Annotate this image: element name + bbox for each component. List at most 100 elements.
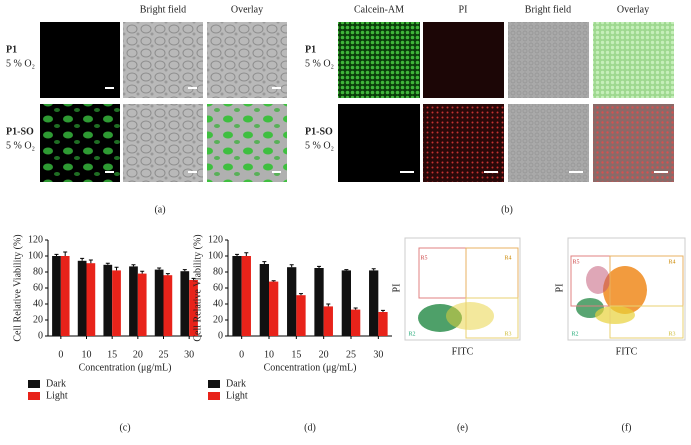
y-tick-label: 0 [218, 330, 223, 341]
gate [465, 297, 519, 339]
error-bar [105, 262, 110, 265]
axis-label: FITC [452, 346, 474, 357]
region-label: R2 [571, 331, 578, 337]
region-label: R2 [408, 331, 415, 337]
y-tick-label: 100 [208, 250, 223, 261]
bar [129, 266, 138, 336]
y-tick-label: 20 [33, 314, 43, 325]
micrograph [593, 104, 674, 182]
x-tick-label: 25 [346, 349, 356, 360]
flow-plot-f [567, 237, 686, 341]
error-bar [289, 264, 294, 268]
y-tick-label: 100 [28, 250, 43, 261]
error-bar [235, 253, 240, 256]
bar [77, 260, 87, 336]
micrograph [40, 22, 120, 98]
y-tick-label: 60 [33, 282, 43, 293]
legend-swatch [208, 392, 220, 400]
column-header: Bright field [140, 4, 186, 15]
micrograph [508, 104, 589, 182]
error-bar [298, 293, 303, 296]
row-condition: 5 % O₂ [6, 58, 35, 69]
legend-label: Dark [46, 378, 66, 389]
error-bar [344, 269, 349, 271]
micrograph [423, 104, 504, 182]
region-label: R3 [504, 331, 511, 337]
bar [163, 275, 173, 336]
y-tick-label: 120 [208, 234, 223, 245]
row-name: P1 [305, 44, 316, 55]
y-axis-label: Cell Relative Viability (%) [12, 234, 23, 341]
x-axis-label: Concentration (μg/mL) [264, 362, 357, 373]
x-axis-label: Concentration (μg/mL) [79, 362, 172, 373]
bar [60, 256, 70, 336]
x-tick-label: 20 [133, 349, 143, 360]
row-condition: 5 % O₂ [6, 140, 35, 151]
error-bar [140, 270, 145, 274]
row-condition: 5 % O₂ [305, 58, 334, 69]
y-tick-label: 80 [33, 266, 43, 277]
x-tick-label: 20 [319, 349, 329, 360]
y-tick-label: 0 [38, 330, 43, 341]
panel-label: (c) [119, 422, 130, 433]
micrograph [123, 22, 203, 98]
micrograph [123, 104, 203, 182]
micrograph [423, 22, 504, 98]
micrograph [207, 22, 287, 98]
bar [86, 263, 96, 336]
region-label: R5 [572, 259, 579, 265]
panel-label: (f) [622, 422, 632, 433]
error-bar [371, 268, 376, 271]
bar [323, 306, 333, 336]
axis-label: PI [554, 284, 565, 293]
bar [378, 312, 388, 336]
panel-a-images [40, 22, 287, 182]
bar [180, 271, 190, 336]
row-condition: 5 % O₂ [305, 140, 334, 151]
bar [241, 256, 251, 336]
bar [369, 270, 379, 336]
bar [296, 295, 306, 336]
y-tick-label: 20 [213, 314, 223, 325]
row-name: P1-SO [6, 126, 34, 137]
row-name: P1-SO [305, 126, 333, 137]
bar [232, 256, 242, 336]
error-bar [244, 252, 249, 256]
error-bar [88, 259, 93, 264]
population [586, 266, 610, 294]
error-bar [80, 257, 85, 261]
micrograph [207, 104, 287, 182]
column-header: Overlay [231, 4, 263, 15]
region-label: R3 [668, 331, 675, 337]
bar [154, 269, 164, 336]
error-bar [165, 273, 170, 276]
legend-swatch [208, 380, 220, 388]
column-header: Bright field [525, 4, 571, 15]
x-tick-label: 0 [239, 349, 244, 360]
micrograph [338, 104, 420, 182]
legend-label: Light [226, 390, 248, 401]
panel-label: (b) [501, 204, 513, 215]
error-bar [182, 269, 187, 272]
flow-plot-e [404, 237, 521, 341]
bar [341, 270, 351, 336]
bar [112, 270, 121, 336]
bar [189, 280, 198, 336]
panel-b-images [338, 22, 674, 182]
micrograph [508, 22, 589, 98]
bar [259, 264, 269, 336]
x-tick-label: 30 [373, 349, 383, 360]
error-bar [191, 277, 196, 280]
error-bar [131, 264, 136, 267]
panel-label: (a) [154, 204, 165, 215]
y-axis-label: Cell Relative Viability (%) [192, 234, 203, 341]
legend-label: Light [46, 390, 68, 401]
error-bar [262, 261, 267, 264]
population [446, 302, 494, 330]
legend-label: Dark [226, 378, 246, 389]
bar [314, 268, 324, 336]
bar [269, 281, 279, 336]
error-bar [157, 267, 162, 270]
region-label: R5 [420, 255, 427, 261]
